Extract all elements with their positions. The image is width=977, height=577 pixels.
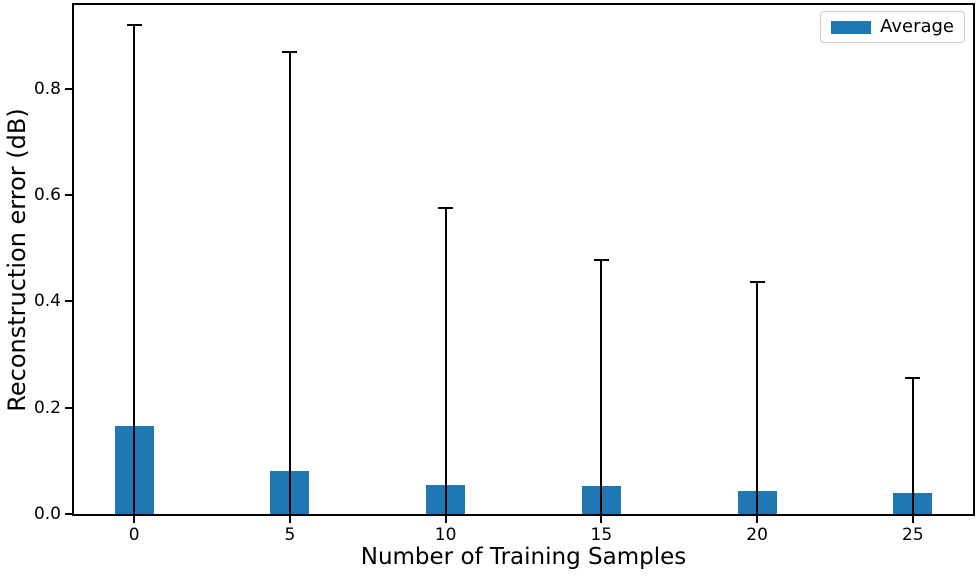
x-tick-label: 10: [434, 525, 457, 545]
x-tick: [288, 516, 291, 523]
y-tick-label: 0.0: [33, 504, 61, 524]
x-tick-label: 25: [902, 525, 924, 545]
legend-swatch: [831, 20, 872, 34]
error-bar-cap: [126, 24, 142, 27]
y-axis-label: Reconstruction error (dB): [3, 108, 31, 412]
y-tick: [65, 406, 72, 409]
x-tick: [444, 516, 447, 523]
y-tick: [65, 300, 72, 303]
error-bar: [911, 377, 914, 514]
y-tick: [65, 513, 72, 515]
x-tick-label: 5: [284, 525, 296, 545]
error-bar-cap: [749, 281, 765, 284]
y-tick-label: 0.2: [33, 397, 61, 418]
y-tick-label: 0.8: [33, 78, 61, 99]
error-bar: [756, 282, 759, 514]
plot-area: Average: [72, 3, 975, 516]
error-bar: [133, 25, 136, 514]
error-bar: [444, 207, 447, 514]
error-bar: [600, 260, 603, 514]
y-tick-label: 0.4: [33, 291, 61, 312]
x-tick: [600, 516, 603, 523]
error-bar: [288, 51, 291, 514]
error-bar-cap: [282, 50, 298, 53]
legend: Average: [820, 11, 965, 43]
x-tick: [911, 516, 914, 523]
x-tick-label: 0: [128, 525, 140, 545]
x-tick-label: 15: [590, 525, 613, 545]
x-tick-label: 20: [746, 525, 768, 545]
error-bar-cap: [905, 376, 921, 379]
x-tick: [756, 516, 759, 523]
y-tick: [65, 87, 72, 90]
legend-label: Average: [880, 16, 954, 37]
error-bar-cap: [438, 206, 454, 209]
y-tick: [65, 194, 72, 197]
y-tick-label: 0.6: [33, 185, 61, 206]
x-axis-label: Number of Training Samples: [360, 544, 687, 570]
error-bar-cap: [593, 259, 609, 262]
x-tick: [133, 516, 136, 523]
